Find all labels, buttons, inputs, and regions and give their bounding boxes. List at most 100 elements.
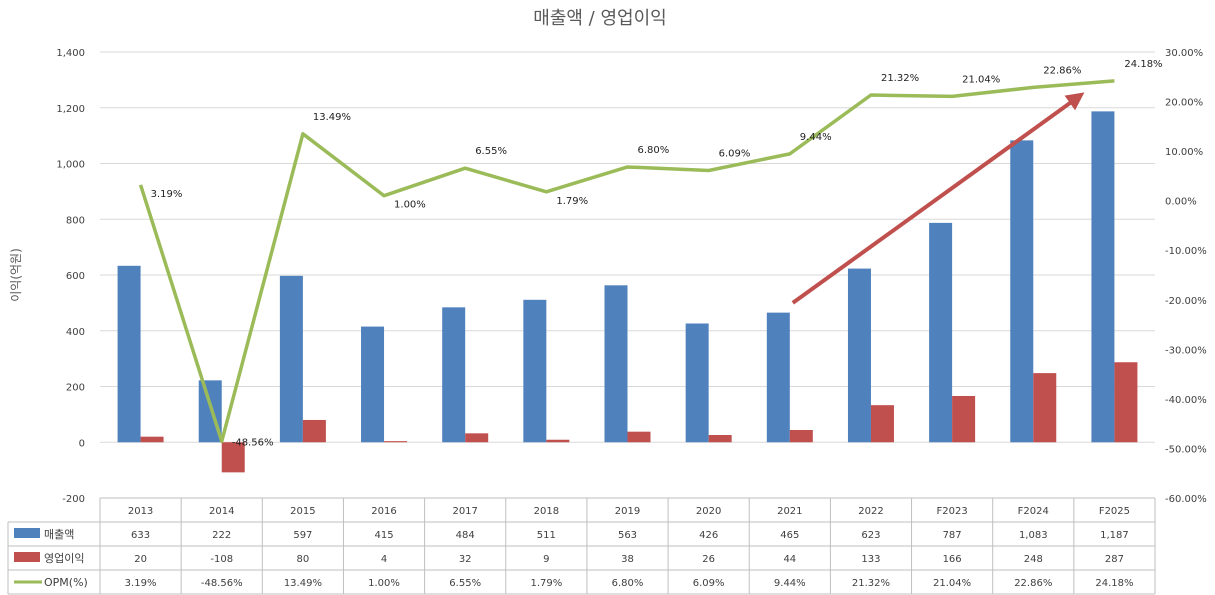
table-cell: 465: [780, 530, 799, 541]
revenue-bar: [1091, 111, 1115, 443]
x-tick-label: 2020: [696, 506, 721, 517]
x-tick-label: 2022: [858, 506, 883, 517]
table-cell: 623: [861, 530, 880, 541]
legend-swatch: [14, 552, 40, 562]
table-cell: 166: [943, 554, 962, 565]
table-cell: -108: [210, 554, 233, 565]
left-tick-label: 200: [66, 383, 85, 394]
table-cell: 133: [861, 554, 880, 565]
opm-data-label: 21.04%: [962, 74, 1000, 85]
table-cell: 24.18%: [1095, 578, 1133, 589]
opm-data-label: 9.44%: [800, 132, 832, 143]
revenue-bar: [361, 326, 385, 443]
operating-profit-bar: [546, 439, 570, 443]
right-tick-label: -50.00%: [1165, 444, 1207, 455]
table-cell: 1,083: [1019, 530, 1048, 541]
x-tick-label: 2021: [777, 506, 802, 517]
legend-label: OPM(%): [44, 576, 88, 589]
right-tick-label: 0.00%: [1165, 197, 1197, 208]
revenue-bar: [685, 323, 709, 443]
x-tick-label: F2023: [937, 506, 968, 517]
right-tick-label: 20.00%: [1165, 98, 1203, 109]
trend-arrow-shaft: [791, 96, 1078, 305]
table-cell: 21.32%: [852, 578, 890, 589]
table-cell: 13.49%: [284, 578, 322, 589]
table-cell: 22.86%: [1014, 578, 1052, 589]
opm-data-label: 22.86%: [1043, 65, 1081, 76]
opm-data-label: 6.09%: [719, 148, 751, 159]
operating-profit-bar: [465, 433, 489, 443]
table-cell: 787: [943, 530, 962, 541]
operating-profit-bar: [1033, 373, 1057, 443]
right-tick-label: -40.00%: [1165, 395, 1207, 406]
table-cell: 9.44%: [774, 578, 806, 589]
right-axis: -60.00% -50.00% -40.00% -30.00% -20.00% -10.0…: [1165, 48, 1207, 505]
table-cell: 484: [456, 530, 475, 541]
legend-label: 매출액: [44, 528, 74, 541]
right-tick-label: 30.00%: [1165, 48, 1203, 59]
left-tick-label: 0: [79, 438, 85, 449]
revenue-bar: [604, 285, 628, 443]
table-cell: 287: [1105, 554, 1124, 565]
table-cell: 9: [543, 554, 549, 565]
revenue-bar: [1010, 140, 1034, 443]
x-tick-label: 2018: [534, 506, 559, 517]
opm-data-label: 3.19%: [151, 189, 183, 200]
table-cell: 6.55%: [449, 578, 481, 589]
opm-data-label: -48.56%: [232, 437, 274, 448]
operating-profit-bar: [789, 429, 813, 443]
opm-line: 3.19% -48.56% 13.49% 1.00% 6.55% 1.79% 6.80% 6.…: [138, 59, 1163, 448]
operating-profit-bar: [140, 436, 164, 443]
x-tick-label: 2016: [371, 506, 396, 517]
table-cell: -48.56%: [201, 578, 243, 589]
x-tick-label: 2019: [615, 506, 640, 517]
left-tick-label: 800: [66, 215, 85, 226]
table-cell: 597: [293, 530, 312, 541]
x-tick-label: 2017: [452, 506, 477, 517]
right-tick-label: -20.00%: [1165, 296, 1207, 307]
right-tick-label: -60.00%: [1165, 494, 1207, 505]
table-cell: 511: [537, 530, 556, 541]
revenue-bar: [847, 268, 871, 443]
opm-data-label: 21.32%: [881, 73, 919, 84]
opm-data-label: 6.55%: [475, 146, 507, 157]
revenue-bar: [929, 222, 953, 443]
operating-profit-bar: [627, 431, 651, 443]
table-cell: 32: [459, 554, 472, 565]
table-cell: 426: [699, 530, 718, 541]
table-cell: 4: [381, 554, 387, 565]
table-cell: 415: [374, 530, 393, 541]
opm-data-label: 1.00%: [394, 200, 426, 211]
x-tick-label: F2025: [1099, 506, 1130, 517]
operating-profit-bar: [221, 442, 245, 473]
x-tick-label: 2014: [209, 506, 234, 517]
table-cell: 26: [702, 554, 715, 565]
left-tick-label: 1,200: [56, 104, 85, 115]
y-axis-label: 이익(억원): [9, 248, 23, 302]
revenue-bar: [523, 299, 547, 443]
table-cell: 80: [297, 554, 310, 565]
table-cell: 21.04%: [933, 578, 971, 589]
table-cell: 633: [131, 530, 150, 541]
operating-profit-bar: [870, 405, 894, 443]
operating-profit-bar: [302, 419, 326, 443]
left-tick-label: 400: [66, 327, 85, 338]
operating-profit-bar: [384, 441, 408, 443]
opm-data-label: 1.79%: [556, 196, 588, 207]
trend-arrow-head: [1064, 92, 1085, 111]
left-axis: -200 0 200 400 600 800 1,000 1,200 1,400: [56, 48, 85, 505]
table-cell: 1.79%: [530, 578, 562, 589]
revenue-bar: [279, 275, 303, 443]
data-table: 2013 2014 2015 2016 2017 2018 2019 2020 2021 2022…: [7, 497, 1156, 595]
table-cell: 3.19%: [125, 578, 157, 589]
opm-data-label: 24.18%: [1124, 59, 1162, 70]
revenue-bar: [766, 312, 790, 443]
revenue-bar: [442, 307, 466, 443]
table-cell: 563: [618, 530, 637, 541]
opm-data-label: 6.80%: [638, 145, 670, 156]
legend-label: 영업이익: [44, 552, 84, 565]
operating-profit-bar: [708, 435, 732, 443]
right-tick-label: -10.00%: [1165, 246, 1207, 257]
opm-series-line: [138, 79, 1115, 444]
